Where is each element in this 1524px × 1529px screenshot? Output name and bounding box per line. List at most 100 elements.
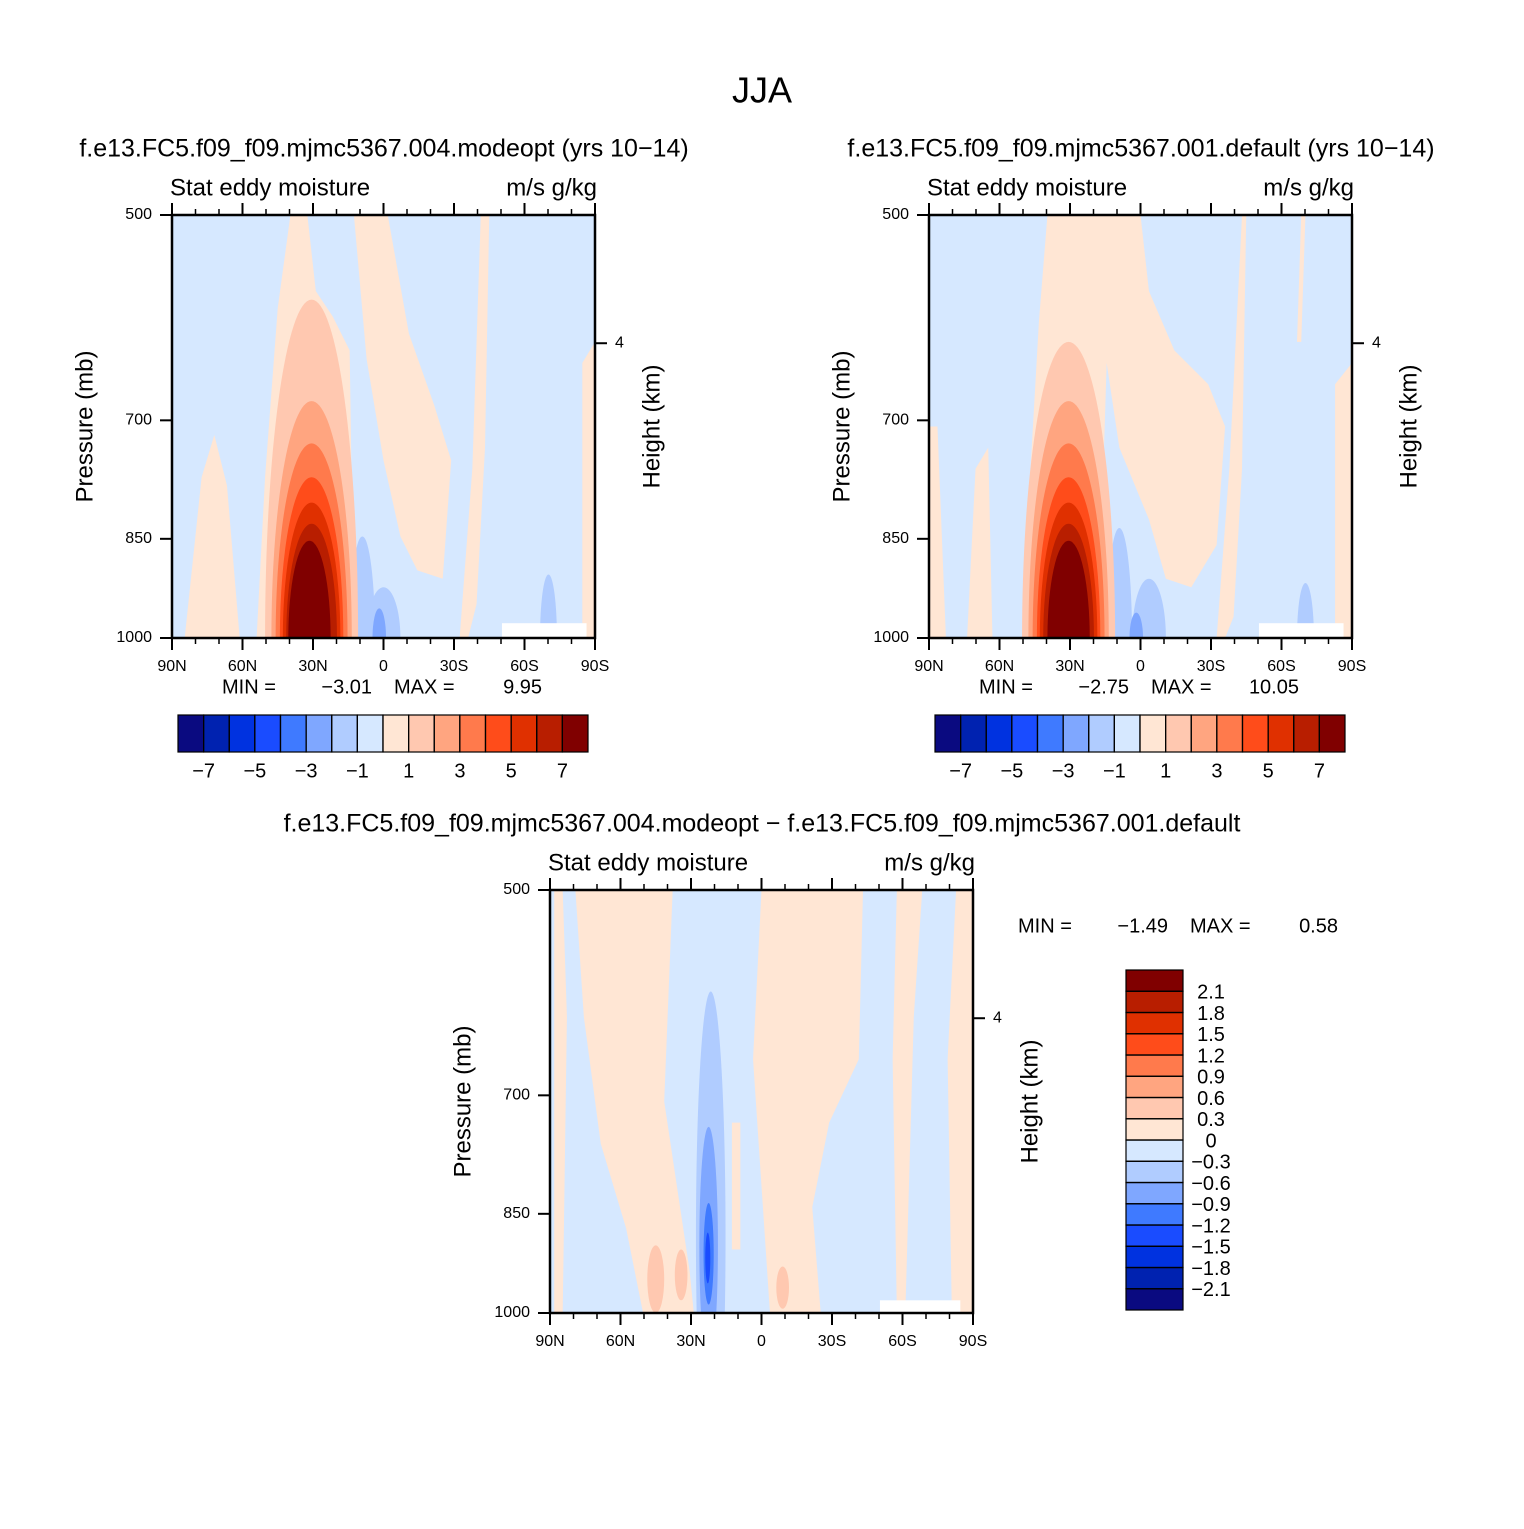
colorbar-box — [536, 714, 563, 753]
colorbar-box — [433, 714, 461, 753]
colorbar-label: −1 — [1103, 760, 1126, 782]
y-tick-label: 500 — [125, 206, 152, 223]
colorbar-box — [1318, 714, 1346, 753]
x-tick-label: 90S — [959, 1333, 987, 1350]
colorbar-box — [484, 714, 512, 753]
colorbar-label: 0.9 — [1197, 1067, 1225, 1089]
colorbar-box — [934, 714, 962, 753]
colorbar-box — [1190, 714, 1218, 753]
colorbar-label: 1.5 — [1197, 1024, 1225, 1046]
colorbar-box — [279, 714, 307, 753]
x-tick-label: 30N — [676, 1333, 705, 1350]
colorbar-box — [459, 714, 487, 753]
y-tick-label: 700 — [125, 412, 152, 429]
colorbar-box — [1036, 714, 1064, 753]
x-tick-label: 30N — [1055, 658, 1084, 675]
colorbar-box — [1125, 969, 1184, 992]
colorbar-box — [1125, 1096, 1184, 1120]
colorbar-box — [1062, 714, 1090, 753]
colorbar-box — [228, 714, 256, 753]
colorbar-box — [510, 714, 538, 753]
stat-value: −1.49 — [1117, 915, 1168, 937]
colorbar-label: −3 — [295, 760, 318, 782]
contour-field — [550, 890, 973, 1313]
colorbar-box — [1125, 1075, 1184, 1099]
x-tick-label: 0 — [757, 1333, 766, 1350]
y-tick-label: 500 — [503, 881, 530, 898]
colorbar-box — [1125, 1139, 1184, 1162]
x-tick-label: 60N — [985, 658, 1014, 675]
colorbar-box — [1125, 1181, 1184, 1205]
stat-name: MAX = — [1151, 676, 1212, 698]
colorbar-label: 3 — [454, 760, 465, 782]
colorbar-box — [1267, 714, 1295, 753]
colorbar-box — [1113, 714, 1141, 753]
colorbar-label: −7 — [192, 760, 215, 782]
colorbar-box — [203, 714, 230, 753]
x-tick-label: 60N — [606, 1333, 635, 1350]
y2-tick-label: 4 — [993, 1009, 1002, 1026]
colorbar-label: 7 — [1314, 760, 1325, 782]
stat-value: −3.01 — [321, 676, 372, 698]
colorbar-label: 0.6 — [1197, 1088, 1225, 1110]
y-tick-label: 1000 — [494, 1304, 530, 1321]
y-axis-label: Pressure (mb) — [71, 350, 98, 502]
figure-title: JJA — [732, 70, 792, 111]
stat-name: MIN = — [1018, 915, 1072, 937]
colorbar-box — [331, 714, 358, 753]
subtitle-left: Stat eddy moisture — [170, 174, 370, 201]
colorbar-label: 5 — [506, 760, 517, 782]
x-tick-label: 30S — [818, 1333, 846, 1350]
colorbar-box — [1216, 714, 1244, 753]
colorbar-box — [1125, 1054, 1184, 1077]
contour-field — [929, 215, 1352, 638]
x-tick-label: 60S — [888, 1333, 916, 1350]
colorbar-box — [1165, 714, 1192, 753]
colorbar-label: 0.3 — [1197, 1109, 1225, 1131]
colorbar-box — [1125, 1288, 1184, 1311]
colorbar-label: −0.6 — [1191, 1173, 1230, 1195]
stat-value: 0.58 — [1299, 915, 1338, 937]
colorbar-box — [1125, 1033, 1184, 1056]
y2-tick-label: 4 — [615, 334, 624, 351]
panel-title: f.e13.FC5.f09_f09.mjmc5367.004.modeopt (… — [79, 135, 688, 163]
subtitle-left: Stat eddy moisture — [548, 849, 748, 876]
colorbar-label: −2.1 — [1191, 1279, 1230, 1301]
x-tick-label: 30N — [298, 658, 327, 675]
colorbar-label: 1 — [1160, 760, 1171, 782]
colorbar-label: −0.9 — [1191, 1194, 1230, 1216]
colorbar-box — [1139, 714, 1167, 753]
x-tick-label: 90S — [1338, 658, 1366, 675]
colorbar-box — [561, 714, 589, 753]
colorbar-box — [1125, 1224, 1184, 1247]
y2-axis-label: Height (km) — [638, 364, 665, 488]
y-tick-label: 700 — [882, 412, 909, 429]
colorbar-box — [985, 714, 1013, 753]
y-tick-label: 850 — [882, 530, 909, 547]
colorbar-box — [960, 714, 987, 753]
colorbar-box — [408, 714, 435, 753]
colorbar-box — [1293, 714, 1320, 753]
stat-name: MAX = — [394, 676, 455, 698]
x-tick-label: 90N — [157, 658, 186, 675]
subtitle-left: Stat eddy moisture — [927, 174, 1127, 201]
stat-value: 10.05 — [1249, 676, 1299, 698]
colorbar-box — [1125, 1118, 1184, 1141]
colorbar-box — [1125, 1160, 1184, 1184]
stat-value: 9.95 — [503, 676, 542, 698]
x-tick-label: 0 — [379, 658, 388, 675]
stat-value: −2.75 — [1078, 676, 1129, 698]
panel-title: f.e13.FC5.f09_f09.mjmc5367.001.default (… — [847, 135, 1434, 163]
stat-name: MIN = — [222, 676, 276, 698]
x-tick-label: 30S — [440, 658, 468, 675]
colorbar-box — [1125, 990, 1184, 1014]
y-tick-label: 500 — [882, 206, 909, 223]
colorbar-box — [1125, 1266, 1184, 1290]
colorbar-box — [382, 714, 410, 753]
stat-name: MAX = — [1190, 915, 1251, 937]
x-tick-label: 90S — [581, 658, 609, 675]
y-tick-label: 700 — [503, 1087, 530, 1104]
colorbar-box — [305, 714, 333, 753]
y-tick-label: 850 — [503, 1205, 530, 1222]
x-tick-label: 60S — [510, 658, 538, 675]
